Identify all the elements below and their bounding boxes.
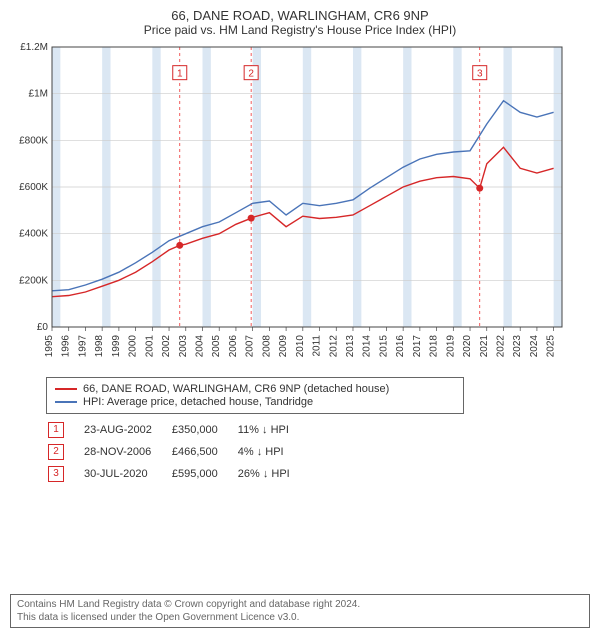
svg-text:2005: 2005 — [211, 335, 222, 358]
svg-text:3: 3 — [477, 69, 483, 80]
sale-marker-icon: 1 — [48, 422, 64, 438]
legend-label: HPI: Average price, detached house, Tand… — [83, 396, 313, 408]
svg-text:1996: 1996 — [61, 335, 72, 358]
sale-price: £466,500 — [172, 442, 236, 462]
svg-text:2018: 2018 — [429, 335, 440, 358]
svg-text:2016: 2016 — [395, 335, 406, 358]
svg-text:£800K: £800K — [19, 135, 48, 146]
sales-table: 1 23-AUG-2002 £350,000 11% ↓ HPI2 28-NOV… — [46, 418, 310, 486]
svg-text:1998: 1998 — [94, 335, 105, 358]
svg-text:2001: 2001 — [144, 335, 155, 358]
svg-text:2003: 2003 — [178, 335, 189, 358]
legend-label: 66, DANE ROAD, WARLINGHAM, CR6 9NP (deta… — [83, 383, 389, 395]
svg-text:2017: 2017 — [412, 335, 423, 358]
sale-delta: 11% ↓ HPI — [238, 420, 308, 440]
svg-text:2021: 2021 — [479, 335, 490, 358]
svg-text:2012: 2012 — [328, 335, 339, 358]
sale-row: 2 28-NOV-2006 £466,500 4% ↓ HPI — [48, 442, 308, 462]
legend-swatch — [55, 388, 77, 390]
svg-text:2022: 2022 — [495, 335, 506, 358]
svg-text:2002: 2002 — [161, 335, 172, 358]
sale-price: £350,000 — [172, 420, 236, 440]
price-chart: £0 £200K £400K £600K £800K £1M £1.2M 1995 1996 19… — [10, 41, 570, 371]
svg-text:1997: 1997 — [77, 335, 88, 358]
svg-text:2004: 2004 — [194, 335, 205, 358]
legend-item: 66, DANE ROAD, WARLINGHAM, CR6 9NP (deta… — [55, 383, 455, 395]
sale-delta: 26% ↓ HPI — [238, 464, 308, 484]
sale-date: 30-JUL-2020 — [84, 464, 170, 484]
svg-text:£1.2M: £1.2M — [20, 42, 48, 53]
footer-line-2: This data is licensed under the Open Gov… — [17, 612, 299, 623]
svg-text:2023: 2023 — [512, 335, 523, 358]
svg-text:£400K: £400K — [19, 229, 48, 240]
legend: 66, DANE ROAD, WARLINGHAM, CR6 9NP (deta… — [46, 377, 464, 414]
sale-row: 3 30-JUL-2020 £595,000 26% ↓ HPI — [48, 464, 308, 484]
sale-date: 23-AUG-2002 — [84, 420, 170, 440]
svg-text:1995: 1995 — [44, 335, 55, 358]
svg-text:2014: 2014 — [362, 335, 373, 358]
svg-text:2: 2 — [248, 69, 254, 80]
svg-text:2000: 2000 — [128, 335, 139, 358]
svg-text:2010: 2010 — [295, 335, 306, 358]
svg-text:2007: 2007 — [245, 335, 256, 358]
svg-text:2015: 2015 — [378, 335, 389, 358]
sale-date: 28-NOV-2006 — [84, 442, 170, 462]
svg-text:2008: 2008 — [261, 335, 272, 358]
svg-text:£1M: £1M — [29, 89, 48, 100]
svg-text:£0: £0 — [37, 322, 49, 333]
legend-item: HPI: Average price, detached house, Tand… — [55, 396, 455, 408]
svg-text:£600K: £600K — [19, 182, 48, 193]
sale-marker-icon: 3 — [48, 466, 64, 482]
footer-line-1: Contains HM Land Registry data © Crown c… — [17, 599, 360, 610]
svg-text:1: 1 — [177, 69, 183, 80]
svg-text:2006: 2006 — [228, 335, 239, 358]
chart-title: 66, DANE ROAD, WARLINGHAM, CR6 9NP — [10, 8, 590, 23]
footer-attribution: Contains HM Land Registry data © Crown c… — [10, 594, 590, 628]
svg-text:2019: 2019 — [445, 335, 456, 358]
svg-text:2013: 2013 — [345, 335, 356, 358]
svg-text:2011: 2011 — [312, 335, 323, 357]
svg-text:1999: 1999 — [111, 335, 122, 358]
svg-text:2009: 2009 — [278, 335, 289, 358]
legend-swatch — [55, 401, 77, 403]
sale-delta: 4% ↓ HPI — [238, 442, 308, 462]
sale-price: £595,000 — [172, 464, 236, 484]
svg-text:2020: 2020 — [462, 335, 473, 358]
sale-row: 1 23-AUG-2002 £350,000 11% ↓ HPI — [48, 420, 308, 440]
chart-subtitle: Price paid vs. HM Land Registry's House … — [10, 23, 590, 37]
svg-text:2025: 2025 — [546, 335, 557, 358]
svg-text:£200K: £200K — [19, 275, 48, 286]
sale-marker-icon: 2 — [48, 444, 64, 460]
svg-text:2024: 2024 — [529, 335, 540, 358]
